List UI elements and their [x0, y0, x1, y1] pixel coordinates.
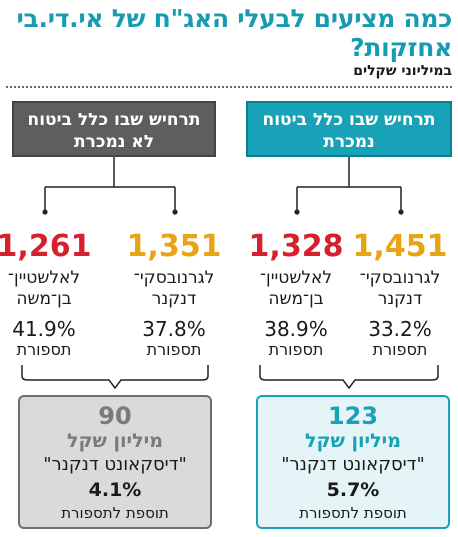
name-line1: לאלשטיין־: [7, 268, 81, 288]
gap-bank: "דיסקאונט דנקנר": [43, 454, 187, 475]
haircut-label: תספורת: [16, 340, 72, 359]
haircut-pct-granovsky-sold: 33.2%: [368, 317, 432, 341]
gap-amount: 90: [98, 402, 132, 430]
haircut-pct-elstein-sold: 38.9%: [264, 317, 328, 341]
gap-amount: 123: [327, 402, 379, 430]
brace-left: [21, 365, 209, 390]
gap-unit: מיליון שקל: [67, 430, 163, 452]
offer-amount-elstein-sold: 1,328: [248, 229, 344, 264]
offer-amount-granovsky-unsold: 1,351: [126, 229, 222, 264]
haircut-pct-granovsky-unsold: 37.8%: [142, 317, 206, 341]
connector-left: [44, 157, 176, 212]
dot: [294, 209, 300, 215]
gap-unit: מיליון שקל: [305, 430, 401, 452]
name-line2: דנקנר: [377, 289, 423, 309]
offer-amount-granovsky-sold: 1,451: [352, 229, 448, 264]
gap-box-sold: 123 מיליון שקל "דיסקאונט דנקנר" 5.7% תוס…: [256, 395, 450, 529]
header-line1: תרחיש שבו כלל ביטוח: [262, 110, 436, 130]
name-line1: לאלשטיין־: [259, 268, 333, 288]
header-line1: תרחיש שבו כלל ביטוח: [27, 110, 201, 130]
header-line2: נמכרת: [323, 132, 375, 152]
dot: [42, 209, 48, 215]
name-line1: לגרנובסקי־: [359, 268, 441, 288]
haircut-label: תספורת: [268, 340, 324, 359]
gap-bank: "דיסקאונט דנקנר": [281, 454, 425, 475]
scenario-header-sold: תרחיש שבו כלל ביטוח נמכרת: [246, 101, 452, 157]
page-title: כמה מציעים לבעלי האג"ח של אי.די.בי אחזקו…: [16, 4, 453, 62]
name-line1: לגרנובסקי־: [133, 268, 215, 288]
bidder-name-granovsky-sold: לגרנובסקי־ דנקנר: [350, 268, 450, 310]
gap-pct-label: תוספת לתספורת: [299, 504, 407, 522]
haircut-label: תספורת: [146, 340, 202, 359]
gap-pct-label: תוספת לתספורת: [61, 504, 169, 522]
gap-pct: 5.7%: [326, 479, 380, 501]
dotted-divider: [6, 86, 452, 88]
connector-right: [296, 157, 402, 212]
name-line2: בן־משה: [268, 289, 324, 309]
gap-box-unsold: 90 מיליון שקל "דיסקאונט דנקנר" 4.1% תוספ…: [18, 395, 212, 529]
page-subtitle: במיליוני שקלים: [353, 63, 452, 79]
bidder-name-elstein-unsold: לאלשטיין־ בן־משה: [0, 268, 94, 310]
gap-pct: 4.1%: [88, 479, 142, 501]
name-line2: בן־משה: [16, 289, 72, 309]
scenario-header-unsold: תרחיש שבו כלל ביטוח לא נמכרת: [12, 101, 216, 157]
haircut-label: תספורת: [372, 340, 428, 359]
brace-right: [259, 365, 439, 390]
dot: [398, 209, 404, 215]
haircut-pct-elstein-unsold: 41.9%: [12, 317, 76, 341]
bidder-name-elstein-sold: לאלשטיין־ בן־משה: [246, 268, 346, 310]
header-line2: לא נמכרת: [73, 132, 155, 152]
dot: [172, 209, 178, 215]
name-line2: דנקנר: [151, 289, 197, 309]
offer-amount-elstein-unsold: 1,261: [0, 229, 92, 264]
bidder-name-granovsky-unsold: לגרנובסקי־ דנקנר: [124, 268, 224, 310]
